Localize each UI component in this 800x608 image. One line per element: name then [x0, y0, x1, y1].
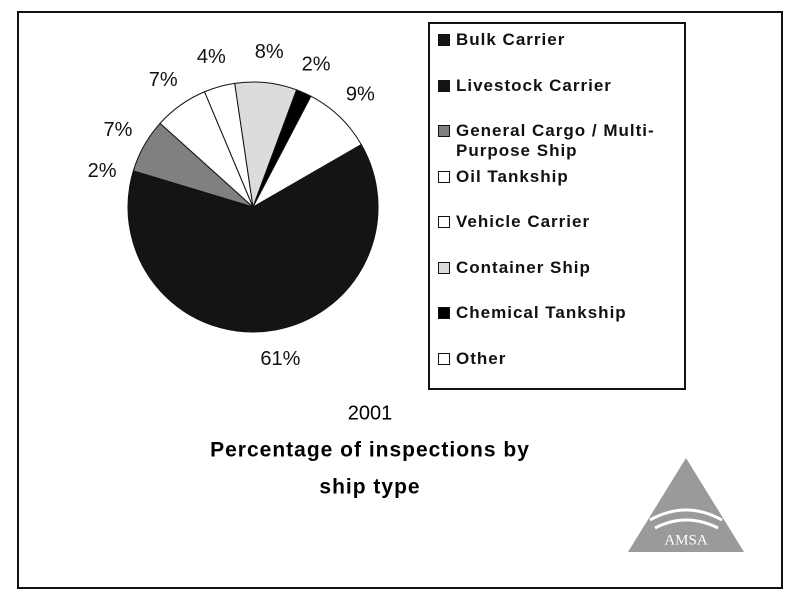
legend-label: Oil Tankship	[456, 166, 569, 186]
pie-slice	[127, 143, 379, 333]
data-label: 8%	[255, 41, 284, 63]
legend-swatch	[438, 216, 450, 228]
frame	[17, 11, 783, 589]
pie: 61% 2% 7% 7% 4% 8% 2% 9%	[88, 41, 379, 370]
legend-label: Container Ship	[456, 257, 591, 277]
legend-entry: Bulk Carrier	[438, 30, 676, 76]
legend-swatch	[438, 34, 450, 46]
data-label: 2%	[88, 160, 117, 182]
data-label: 7%	[104, 119, 133, 141]
data-label: 2%	[302, 54, 331, 76]
legend: Bulk Carrier Livestock Carrier General Car…	[428, 22, 686, 390]
chart-title: Percentage of inspections by	[210, 439, 530, 462]
legend-entry: Vehicle Carrier	[438, 212, 676, 258]
legend-label: Livestock Carrier	[456, 75, 612, 95]
legend-entry: Livestock Carrier	[438, 76, 676, 122]
legend-label: Other	[456, 348, 507, 368]
legend-label: General Cargo / Multi-Purpose Ship	[456, 121, 655, 160]
data-label: 9%	[346, 83, 375, 105]
legend-label: Bulk Carrier	[456, 30, 566, 49]
legend-swatch	[438, 352, 450, 365]
logo-text: AMSA	[664, 532, 708, 548]
legend-swatch	[438, 307, 450, 319]
legend-entry: Container Ship	[438, 258, 676, 304]
data-label: 7%	[149, 69, 178, 91]
data-label: 4%	[197, 46, 226, 68]
legend-swatch	[438, 170, 450, 183]
legend-entry: Oil Tankship	[438, 167, 676, 213]
pie-slice	[251, 95, 362, 209]
logo-wave	[649, 508, 723, 530]
chart-title: 2001	[348, 402, 393, 424]
legend-swatch	[438, 125, 450, 137]
legend-label: Vehicle Carrier	[456, 212, 591, 231]
legend-swatch	[438, 261, 450, 274]
data-label: 61%	[260, 348, 300, 370]
legend-swatch	[438, 79, 450, 92]
chart-title: ship type	[319, 476, 420, 499]
legend-entry: Chemical Tankship	[438, 303, 676, 349]
legend-label: Chemical Tankship	[456, 303, 627, 322]
legend-entry: Other	[438, 349, 676, 395]
legend-entry: General Cargo / Multi-Purpose Ship	[438, 121, 676, 167]
